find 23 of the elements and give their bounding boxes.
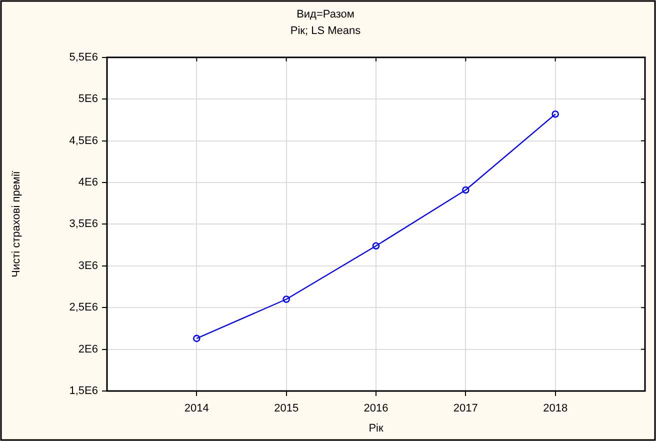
y-tick-label: 3E6 (78, 260, 98, 272)
x-tick-label: 2015 (274, 402, 299, 415)
y-tick-label: 4,5E6 (69, 134, 98, 147)
chart-title: Вид=Разом (296, 8, 354, 21)
x-tick-label: 2017 (453, 402, 478, 415)
y-tick-label: 2E6 (78, 343, 98, 356)
y-tick-label: 3,5E6 (69, 218, 98, 230)
point (193, 334, 200, 342)
point (552, 110, 559, 118)
y-tick-label: 2,5E6 (69, 302, 98, 314)
x-tick-label: 2018 (543, 402, 568, 415)
x-axis-title: Рік (368, 422, 384, 434)
y-tick-label: 5E6 (78, 93, 98, 106)
y-tick-label: 1,5E6 (69, 385, 98, 398)
y-axis-title: Чисті страхові премії (10, 171, 23, 278)
y-tick-label: 4E6 (78, 176, 98, 189)
point (282, 296, 290, 303)
y-tick-label: 5,5E6 (69, 51, 98, 64)
point (372, 242, 380, 250)
point (462, 186, 470, 194)
x-tick-label: 2016 (364, 402, 388, 415)
chart-subtitle: Рік; LS Means (290, 24, 362, 37)
x-tick-label: 2014 (184, 402, 209, 415)
